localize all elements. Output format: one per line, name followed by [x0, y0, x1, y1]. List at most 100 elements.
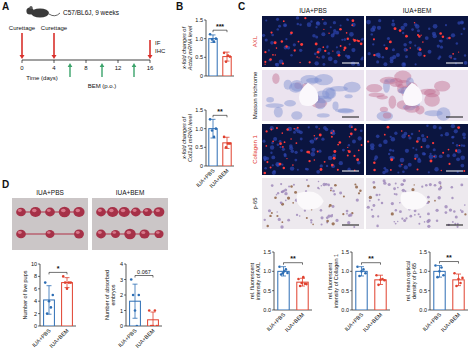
nucleus [404, 165, 408, 169]
data-point [213, 136, 216, 139]
signal [455, 149, 457, 151]
tissue [265, 103, 283, 108]
signal [317, 150, 319, 152]
label: 0 [20, 65, 24, 71]
data-point [278, 265, 281, 268]
bar-chart: 0.00.51.01.5IUA+PBSIUA+BEM**rel. fluores… [249, 249, 313, 333]
signal [349, 136, 351, 138]
nucleus [320, 164, 323, 167]
scale-bar [446, 171, 463, 172]
nucleus [401, 62, 406, 67]
tick-label: 0.5 [419, 288, 427, 294]
category-label: IUA+BEM [362, 311, 384, 333]
lumen [401, 192, 428, 210]
nucleus [294, 151, 297, 154]
data-point [457, 278, 460, 281]
axis-title: intensity of Collagen 1 [333, 254, 339, 308]
signal [332, 50, 333, 51]
cell [320, 209, 323, 212]
nucleus [376, 52, 380, 56]
cell [391, 212, 394, 215]
embryo [16, 230, 26, 239]
y-tick [38, 301, 40, 302]
tissue [322, 87, 336, 99]
embryo [154, 207, 165, 217]
nucleus [305, 168, 308, 171]
micrograph-bg [366, 178, 468, 229]
nucleus [291, 150, 295, 154]
cell [287, 197, 290, 200]
cell [306, 217, 308, 219]
label: Curettage [9, 25, 36, 31]
signal [319, 128, 320, 129]
error-cap [359, 266, 364, 267]
significance-bracket [440, 262, 459, 264]
nucleus [360, 129, 363, 132]
cell [434, 184, 437, 187]
y-tick [428, 271, 430, 272]
scale-bar [446, 63, 463, 64]
cell [332, 214, 333, 215]
signal [331, 164, 334, 167]
cell [373, 186, 376, 189]
embryo-highlight [156, 209, 160, 212]
cell [264, 219, 266, 221]
nucleus [456, 42, 458, 44]
cell [288, 185, 290, 187]
signal [331, 136, 333, 138]
signal [347, 155, 349, 157]
cell [414, 209, 417, 212]
embryo [143, 208, 152, 216]
nucleus [408, 136, 411, 139]
scale-bar [342, 117, 359, 118]
nucleus [351, 48, 355, 52]
nucleus [398, 164, 401, 167]
signal [422, 41, 424, 43]
nucleus [276, 18, 279, 21]
mouse-icon [49, 13, 60, 16]
signal [293, 128, 295, 130]
cell [280, 202, 283, 205]
nucleus [394, 132, 397, 135]
nucleus [456, 157, 460, 161]
nucleus [352, 139, 356, 143]
cell [414, 214, 416, 216]
mouse-icon [29, 6, 32, 9]
signal [390, 169, 392, 171]
cell [284, 192, 287, 195]
error-line [458, 274, 459, 286]
axis-title: rel. fluorescent [327, 262, 333, 299]
cell [372, 181, 375, 184]
signal [264, 172, 267, 175]
error-cap [437, 277, 442, 278]
nucleus [265, 38, 268, 41]
nucleus [392, 150, 394, 152]
nucleus [322, 55, 325, 58]
embryo-highlight [144, 209, 148, 212]
error-cap [47, 285, 52, 286]
nucleus [262, 140, 265, 143]
signal [279, 142, 282, 145]
nucleus [299, 49, 302, 52]
arrow-head [52, 55, 57, 59]
tick-label: 10 [31, 261, 37, 267]
nucleus [323, 21, 327, 25]
y-tick [350, 271, 352, 272]
nucleus [463, 28, 466, 31]
nucleus [460, 155, 465, 160]
signal [272, 54, 274, 56]
embryo-highlight [98, 231, 102, 234]
signal [275, 54, 276, 55]
nucleus [282, 148, 285, 151]
panel-letter: C [238, 1, 245, 12]
cell [294, 191, 297, 194]
significance-bracket [49, 272, 67, 274]
error-bar [378, 275, 383, 284]
embryo [154, 230, 163, 238]
data-point [299, 285, 302, 288]
nucleus [462, 133, 466, 137]
y-tick [124, 310, 126, 311]
cell [334, 184, 337, 187]
tick-label: 2 [34, 311, 37, 317]
tissue [291, 111, 302, 119]
